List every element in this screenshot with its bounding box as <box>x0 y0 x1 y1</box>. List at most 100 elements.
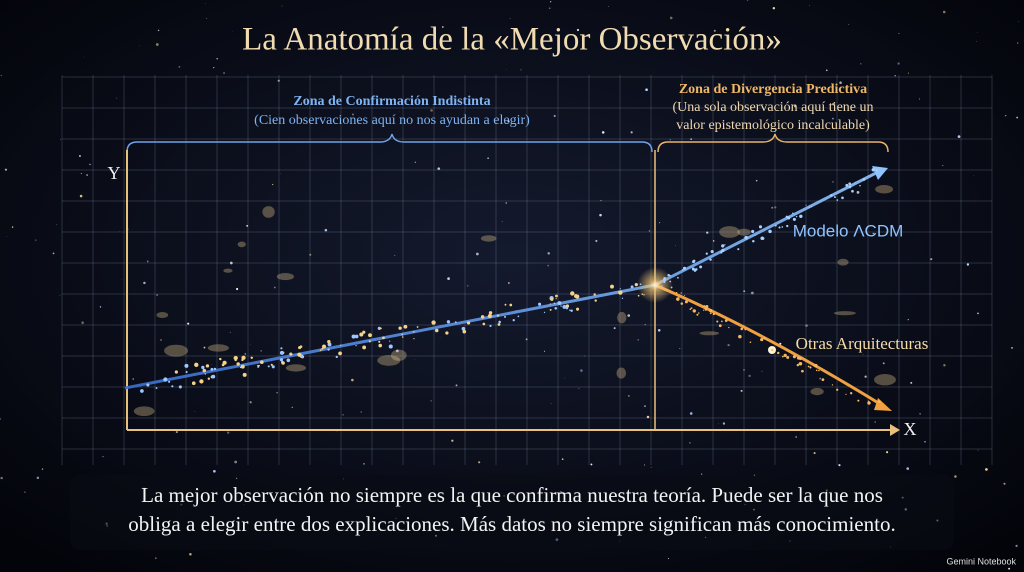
star <box>1008 567 1011 570</box>
star <box>216 58 218 60</box>
observation-dot <box>709 258 712 261</box>
star <box>862 353 864 355</box>
observation-dot <box>760 236 764 241</box>
star <box>351 378 354 382</box>
divergence-point <box>637 267 673 303</box>
observation-dot <box>497 323 501 326</box>
observation-dot <box>808 206 810 208</box>
star <box>825 69 828 72</box>
observation-dot <box>446 320 451 324</box>
star <box>689 412 693 415</box>
star <box>886 451 889 454</box>
observation-dot <box>716 320 719 323</box>
star <box>213 67 215 69</box>
star <box>213 469 216 473</box>
star <box>771 206 774 209</box>
observation-dot <box>807 365 810 368</box>
observation-dot <box>845 393 847 395</box>
observation-dot <box>496 314 500 317</box>
observation-dot <box>836 388 839 391</box>
star <box>229 261 233 265</box>
observation-dot <box>258 364 260 367</box>
zone-title: Zona de Confirmación Indistinta <box>293 94 490 109</box>
galaxy <box>237 241 246 248</box>
observation-dot <box>488 311 493 315</box>
star <box>52 252 55 255</box>
star <box>276 392 278 394</box>
galaxy <box>837 258 849 266</box>
star <box>455 384 458 387</box>
observation-dot <box>799 214 803 218</box>
observation-dot <box>814 363 818 368</box>
observation-dot <box>871 168 875 172</box>
observation-dot <box>744 328 747 331</box>
grid <box>61 75 993 465</box>
star <box>394 254 396 256</box>
star <box>1016 42 1019 44</box>
observation-dot <box>778 226 781 229</box>
star <box>718 423 719 425</box>
star <box>727 343 730 347</box>
star <box>595 239 598 242</box>
zone-brace <box>657 133 889 153</box>
star <box>838 463 841 467</box>
star <box>5 236 7 237</box>
star <box>508 282 510 284</box>
observation-dot <box>211 374 216 379</box>
observation-dot <box>677 276 679 279</box>
observation-dot <box>682 266 687 270</box>
star <box>203 346 206 349</box>
star <box>24 491 26 493</box>
star <box>236 287 239 291</box>
star <box>291 406 293 408</box>
star <box>658 222 661 224</box>
y-axis-label: Y <box>108 163 121 183</box>
observation-dot <box>155 387 158 389</box>
observation-dot <box>362 345 367 350</box>
star <box>856 191 860 194</box>
star <box>1016 116 1019 119</box>
observation-dot <box>619 288 621 290</box>
star <box>977 312 979 315</box>
observation-dot <box>721 248 725 252</box>
observation-dot <box>760 337 764 342</box>
galaxy <box>719 226 740 238</box>
star <box>1005 115 1007 117</box>
caption: obliga a elegir entre dos explicaciones.… <box>128 512 895 536</box>
observation-dot <box>696 313 699 316</box>
observation-dot <box>854 181 856 183</box>
observation-dot <box>555 294 558 298</box>
star <box>194 411 196 413</box>
star <box>601 131 605 134</box>
observation-dot <box>834 196 836 199</box>
observation-dot <box>517 315 520 318</box>
observation-dot <box>379 327 382 330</box>
observation-dot <box>830 194 833 197</box>
star <box>413 337 415 340</box>
observation-dot <box>782 355 784 358</box>
observation-dot <box>321 344 327 349</box>
star <box>451 439 454 442</box>
star <box>633 37 636 40</box>
observation-dot <box>684 300 688 304</box>
star <box>743 369 745 371</box>
star <box>550 1 552 3</box>
observation-dot <box>842 189 844 191</box>
observation-dot <box>774 224 777 227</box>
star <box>701 473 703 475</box>
star <box>1018 21 1020 22</box>
star <box>599 213 602 217</box>
star <box>761 370 763 372</box>
star <box>832 181 834 183</box>
star <box>743 290 746 293</box>
star <box>860 63 862 65</box>
observation-dot <box>690 307 693 310</box>
galaxy <box>833 311 856 316</box>
observation-dot <box>185 370 188 374</box>
star <box>795 436 797 438</box>
observation-dot <box>378 340 381 343</box>
star <box>774 206 777 209</box>
observation-dot <box>875 169 879 172</box>
star <box>234 460 238 464</box>
observation-dot <box>675 292 678 294</box>
